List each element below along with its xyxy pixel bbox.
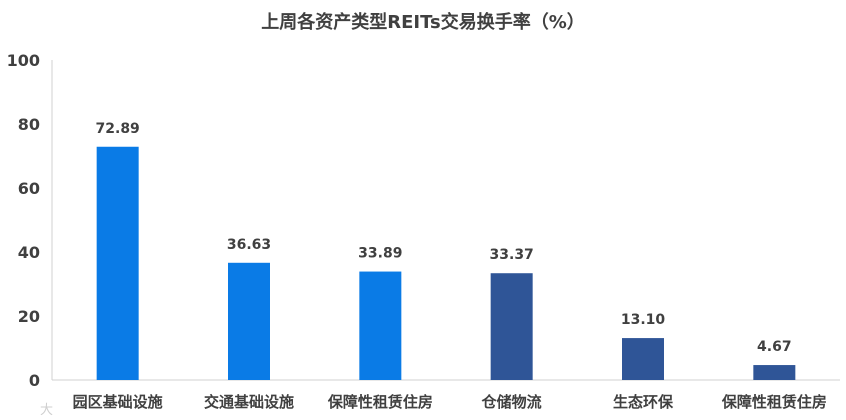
watermark-text: 大	[40, 403, 53, 418]
x-tick-label: 保障性租赁住房	[721, 393, 827, 411]
bars	[96, 146, 796, 380]
y-tick-label: 60	[18, 179, 40, 198]
data-label: 36.63	[227, 237, 271, 253]
bar	[96, 146, 139, 380]
bar	[753, 365, 796, 380]
data-label: 33.37	[490, 247, 534, 263]
watermark: 大	[40, 403, 53, 418]
bar	[228, 262, 270, 380]
y-tick-label: 100	[7, 51, 40, 70]
bar	[622, 338, 664, 380]
data-label: 72.89	[96, 121, 140, 137]
y-tick-labels: 0 20 40 60 80 100	[7, 51, 40, 390]
y-tick-label: 80	[18, 115, 40, 134]
y-tick-label: 40	[18, 243, 40, 262]
data-label: 13.10	[621, 312, 666, 328]
data-label: 4.67	[757, 339, 792, 355]
x-tick-label: 仓储物流	[481, 393, 542, 411]
y-tick-label: 0	[29, 371, 40, 390]
x-tick-label: 交通基础设施	[204, 393, 294, 411]
chart-title: 上周各资产类型REITs交易换手率（%）	[261, 11, 585, 33]
bar	[359, 271, 402, 380]
data-label: 33.89	[358, 246, 402, 262]
bar	[490, 273, 533, 380]
x-tick-label: 保障性租赁住房	[327, 393, 433, 411]
data-labels: 72.89 36.63 33.89 33.37 13.10 4.67	[96, 121, 792, 355]
x-tick-labels: 园区基础设施 交通基础设施 保障性租赁住房 仓储物流 生态环保 保障性租赁住房	[73, 393, 827, 411]
x-tick-label: 园区基础设施	[73, 393, 163, 411]
y-tick-label: 20	[18, 307, 40, 326]
x-tick-label: 生态环保	[613, 393, 674, 411]
